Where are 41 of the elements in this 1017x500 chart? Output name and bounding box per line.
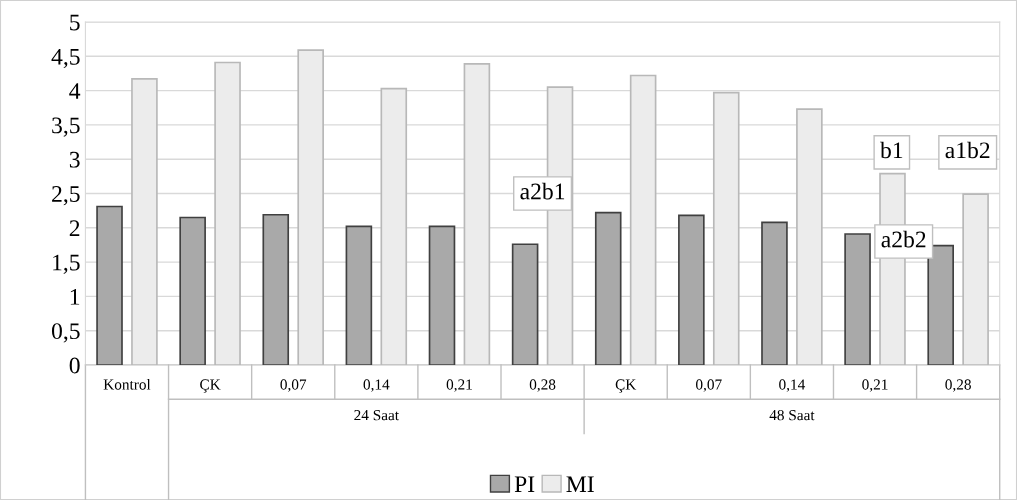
y-tick-label: 1,5 bbox=[53, 254, 80, 274]
x-tick-label: ÇK bbox=[200, 379, 221, 393]
x-tick-label: 0,14 bbox=[363, 379, 390, 392]
bar bbox=[844, 233, 871, 365]
y-tick-label: 1 bbox=[70, 289, 80, 305]
legend-label: MI bbox=[566, 476, 594, 492]
bar bbox=[511, 243, 539, 365]
y-tick-label: 0 bbox=[69, 357, 80, 374]
text: 48 Saat bbox=[769, 409, 815, 421]
y-tick-label: 2,5 bbox=[52, 186, 80, 206]
y-tick-label: 0,5 bbox=[51, 323, 80, 343]
annotation: a1b2 bbox=[945, 141, 990, 159]
y-tick-label: 2 bbox=[69, 220, 80, 236]
bar bbox=[678, 214, 705, 365]
y-tick-label: 3 bbox=[69, 151, 80, 168]
bar bbox=[761, 221, 788, 365]
bar bbox=[594, 211, 622, 365]
legend-label: PI bbox=[514, 476, 535, 492]
x-tick-label: 0,21 bbox=[862, 379, 888, 392]
y-tick-label: 5 bbox=[70, 14, 80, 31]
x-tick-label: 0,28 bbox=[529, 379, 556, 392]
y-tick-label: 4,5 bbox=[51, 48, 80, 69]
bar bbox=[179, 216, 206, 365]
y-tick-label: 4 bbox=[69, 83, 81, 99]
bar bbox=[927, 244, 955, 365]
x-tick-label: Kontrol bbox=[103, 378, 151, 390]
x-tick-label: 0,21 bbox=[446, 379, 472, 392]
x-tick-label: 0,07 bbox=[696, 379, 722, 392]
annotation: a2b1 bbox=[520, 182, 565, 200]
x-tick-label: ÇK bbox=[615, 379, 637, 393]
y-tick-label: 3,5 bbox=[52, 117, 80, 137]
bar bbox=[428, 225, 456, 365]
text: 24 Saat bbox=[354, 410, 399, 421]
x-tick-label: 0,07 bbox=[280, 379, 307, 392]
bar bbox=[345, 225, 373, 365]
annotation: a2b2 bbox=[881, 230, 926, 248]
bar bbox=[96, 205, 123, 365]
x-tick-label: 0,28 bbox=[945, 379, 971, 392]
x-tick-label: 0,14 bbox=[779, 379, 806, 392]
bar bbox=[262, 213, 290, 365]
annotation: b1 bbox=[880, 141, 903, 159]
